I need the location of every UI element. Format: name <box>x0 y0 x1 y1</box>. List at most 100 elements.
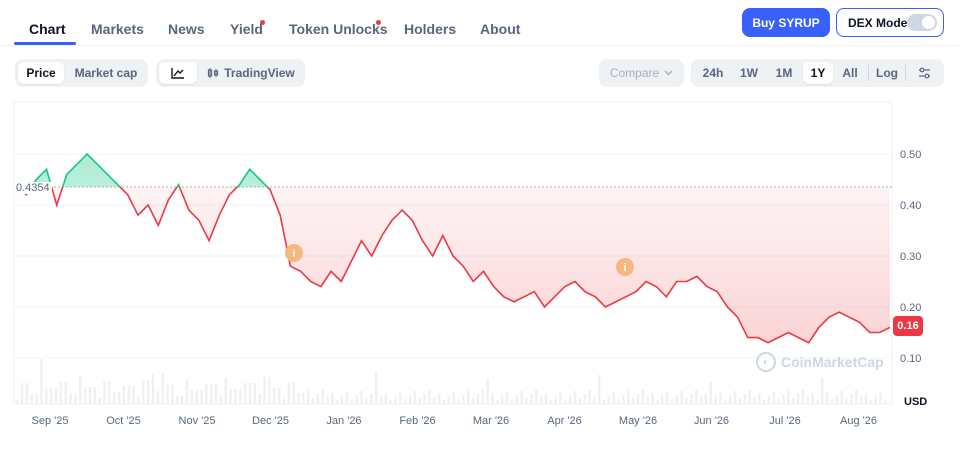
volume-bar <box>142 380 145 404</box>
dex-mode-toggle[interactable]: DEX Mode <box>836 8 944 37</box>
volume-bar <box>481 390 484 404</box>
event-marker[interactable]: i <box>616 258 634 276</box>
volume-bar <box>350 399 354 404</box>
buy-syrup-button[interactable]: Buy SYRUP <box>742 8 830 37</box>
volume-bar <box>874 396 877 404</box>
x-tick-label: Dec '25 <box>252 415 289 427</box>
volume-bar <box>54 388 58 404</box>
volume-bar <box>374 372 378 404</box>
price-option[interactable]: Price <box>18 62 64 84</box>
tab-news[interactable]: News <box>168 21 205 37</box>
y-tick-label: 0.20 <box>900 302 921 314</box>
price-line-below <box>17 187 891 344</box>
volume-bar <box>195 390 198 404</box>
volume-bar <box>69 393 72 404</box>
range-1m[interactable]: 1M <box>775 66 793 80</box>
range-all[interactable]: All <box>842 66 858 80</box>
volume-bar <box>559 392 562 404</box>
compare-dropdown[interactable]: Compare <box>599 59 684 87</box>
y-tick-label: 0.10 <box>900 353 921 365</box>
reference-price-label: 0.4354 <box>14 182 52 194</box>
volume-bar <box>413 391 417 404</box>
volume-bar <box>93 387 96 404</box>
volume-bar <box>307 391 310 404</box>
tab-holders[interactable]: Holders <box>404 21 457 37</box>
volume-bar <box>748 390 751 404</box>
volume-bar <box>64 382 67 404</box>
volume-bar <box>830 399 834 404</box>
volume-bar <box>782 395 785 404</box>
volume-bar <box>248 383 252 404</box>
volume-bar <box>404 399 407 404</box>
volume-bar <box>607 396 611 404</box>
chart-settings-button[interactable] <box>909 62 939 84</box>
range-1y[interactable]: 1Y <box>803 62 833 84</box>
volume-bar <box>282 399 286 404</box>
volume-bar <box>695 390 698 404</box>
tab-yield[interactable]: Yield <box>230 21 263 37</box>
event-marker[interactable]: i <box>285 244 303 262</box>
tradingview-label: TradingView <box>224 66 295 80</box>
volume-bar <box>462 395 465 404</box>
volume-bar <box>564 399 567 404</box>
volume-bar <box>811 393 814 404</box>
range-24h[interactable]: 24h <box>702 66 724 80</box>
x-tick-label: Aug '26 <box>840 415 877 427</box>
volume-bar <box>49 388 53 404</box>
volume-bar <box>287 382 290 404</box>
volume-bar <box>210 384 213 404</box>
watermark-text: CoinMarketCap <box>781 354 884 370</box>
volume-bar <box>879 392 882 404</box>
tab-about[interactable]: About <box>480 21 521 37</box>
volume-bar <box>365 398 368 404</box>
volume-bar <box>127 386 130 404</box>
volume-bar <box>292 382 295 404</box>
chart-view-toggle: TradingView <box>156 59 305 87</box>
volume-bar <box>578 398 581 404</box>
volume-bar <box>525 398 528 404</box>
volume-bar <box>74 393 77 404</box>
volume-bar <box>685 398 688 404</box>
x-tick-label: Jan '26 <box>326 415 361 427</box>
volume-bar <box>316 394 320 404</box>
volume-bar <box>151 373 155 404</box>
volume-bar <box>428 390 431 404</box>
compare-label: Compare <box>609 66 660 80</box>
volume-bar <box>753 397 756 404</box>
market-cap-option[interactable]: Market cap <box>74 66 138 80</box>
price-area-below <box>18 187 890 343</box>
volume-bar <box>617 399 620 404</box>
volume-bar <box>258 394 261 404</box>
range-divider-2 <box>905 65 906 81</box>
volume-bar <box>234 389 237 404</box>
volume-bar <box>229 389 232 404</box>
volume-bar <box>457 399 460 404</box>
volume-bar <box>787 391 790 404</box>
event-marker-glyph: i <box>623 262 626 274</box>
volume-bar <box>835 395 839 404</box>
log-scale-option[interactable]: Log <box>876 66 898 80</box>
volume-bar <box>665 392 669 404</box>
tab-chart[interactable]: Chart <box>29 21 66 37</box>
volume-bar <box>762 400 766 404</box>
x-tick-label: Feb '26 <box>399 415 435 427</box>
dex-mode-switch[interactable] <box>907 14 937 31</box>
volume-bar <box>277 388 281 404</box>
tradingview-option[interactable]: TradingView <box>201 62 301 84</box>
range-1w[interactable]: 1W <box>740 66 758 80</box>
y-axis-unit: USD <box>904 396 928 408</box>
volume-bar <box>30 394 33 404</box>
tab-token-unlocks[interactable]: Token Unlocks <box>289 21 388 37</box>
volume-bar <box>825 392 829 404</box>
volume-bar <box>35 394 38 404</box>
volume-bar <box>355 395 358 404</box>
tab-markets[interactable]: Markets <box>91 21 144 37</box>
volume-bar <box>855 390 858 404</box>
volume-bar <box>840 391 843 404</box>
volume-bar <box>345 392 349 404</box>
line-chart-option[interactable] <box>159 62 197 84</box>
volume-bar <box>224 378 227 404</box>
volume-bar <box>297 393 300 404</box>
volume-bar <box>83 387 87 404</box>
